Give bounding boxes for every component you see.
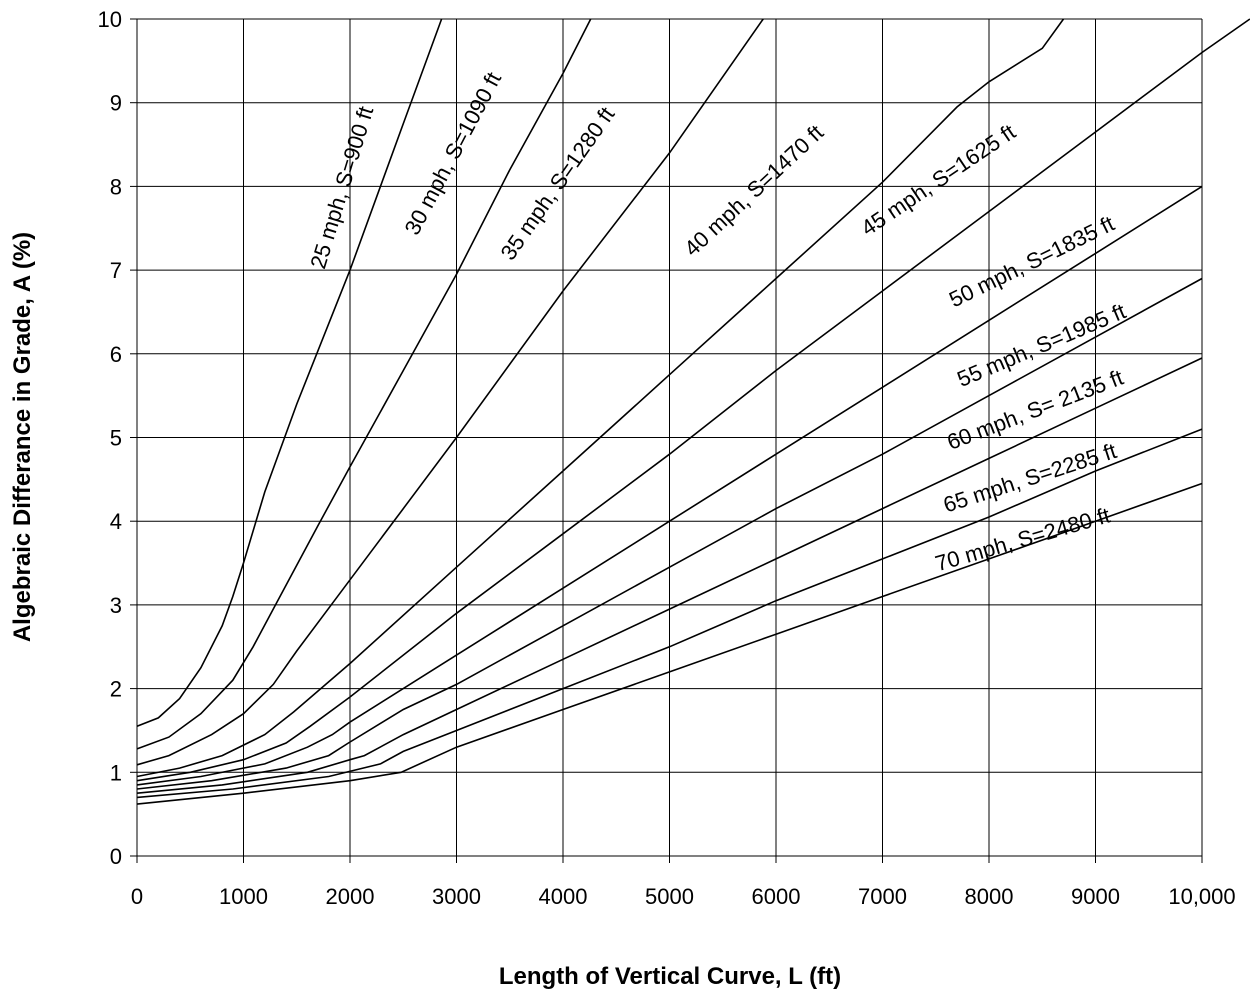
series-line-3 [136, 18, 764, 766]
x-tick-label: 1000 [219, 884, 268, 909]
x-tick-label: 5000 [645, 884, 694, 909]
series-label-1: 25 mph, S=900 ft [305, 103, 378, 271]
x-tick-label: 7000 [858, 884, 907, 909]
x-tick-label: 0 [131, 884, 143, 909]
series-line-7 [136, 277, 1203, 790]
series-line-6 [136, 185, 1203, 786]
y-tick-label: 0 [110, 844, 122, 869]
y-tick-label: 7 [110, 258, 122, 283]
series-line-2 [136, 18, 592, 750]
series-line-1 [136, 18, 443, 728]
y-axis-tick-labels: 0 1 2 3 4 5 6 7 8 9 10 [98, 7, 122, 869]
x-tick-label: 4000 [539, 884, 588, 909]
y-tick-label: 3 [110, 593, 122, 618]
series-line-10 [136, 482, 1203, 805]
x-tick-label: 9000 [1071, 884, 1120, 909]
y-tick-label: 10 [98, 7, 122, 32]
y-tick-label: 1 [110, 760, 122, 785]
y-tick-label: 5 [110, 426, 122, 451]
y-tick-label: 9 [110, 91, 122, 116]
y-tick-label: 2 [110, 677, 122, 702]
y-tick-label: 6 [110, 342, 122, 367]
x-tick-label: 8000 [965, 884, 1014, 909]
series-label-6: 50 mph, S=1835 ft [945, 211, 1118, 313]
x-tick-label: 2000 [326, 884, 375, 909]
x-tick-label: 3000 [432, 884, 481, 909]
series-line-5 [136, 18, 1250, 782]
y-axis-title: Algebraic Differance in Grade, A (%) [9, 232, 36, 642]
y-tick-label: 8 [110, 174, 122, 199]
series-line-4 [136, 18, 1065, 778]
x-tick-label: 10,000 [1168, 884, 1235, 909]
series-label-5: 45 mph, S=1625 ft [856, 119, 1020, 241]
series-label-3: 35 mph, S=1280 ft [496, 102, 620, 264]
y-tick-label: 4 [110, 509, 122, 534]
x-tick-label: 6000 [752, 884, 801, 909]
series-line-8 [136, 357, 1203, 794]
series-label-2: 30 mph, S=1090 ft [399, 68, 506, 239]
series-lines [136, 18, 1250, 805]
x-axis-title: Length of Vertical Curve, L (ft) [499, 963, 841, 990]
grid [130, 18, 1203, 863]
series-label-4: 40 mph, S=1470 ft [679, 120, 828, 261]
series-line-9 [136, 428, 1203, 799]
x-axis-tick-labels: 0 1000 2000 3000 4000 5000 6000 7000 8000 9000 10,… [131, 884, 1236, 909]
